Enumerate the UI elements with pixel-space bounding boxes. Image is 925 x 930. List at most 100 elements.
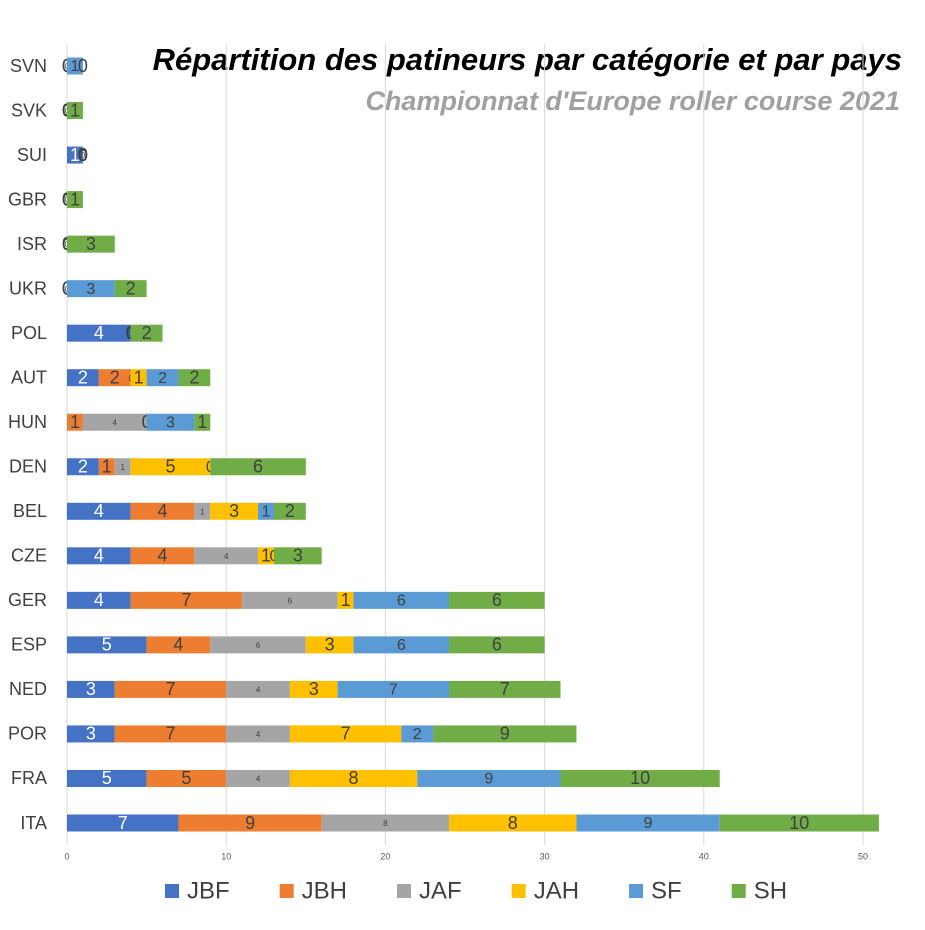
bar-segment <box>114 725 227 743</box>
data-label: 9 <box>484 771 493 788</box>
bar-segment <box>210 502 259 520</box>
bar-segment <box>242 591 338 609</box>
data-label: 7 <box>118 813 128 833</box>
data-label: 4 <box>158 546 168 566</box>
data-label: 3 <box>293 546 303 566</box>
category-label: CZE <box>11 546 47 566</box>
data-label: 1 <box>70 412 80 432</box>
data-label: 0 <box>78 56 88 76</box>
data-label: 8 <box>349 768 359 788</box>
bar-segment <box>337 591 354 609</box>
data-label: 7 <box>165 679 175 699</box>
data-label: 3 <box>166 414 175 431</box>
legend-label: JAF <box>419 877 462 904</box>
bar-segment <box>433 725 577 743</box>
bar-segment <box>67 591 131 609</box>
bar-segment <box>178 369 211 387</box>
chart-subtitle: Championnat d'Europe roller course 2021 <box>365 86 900 116</box>
data-label: 9 <box>245 813 255 833</box>
data-label: 1 <box>70 100 80 120</box>
data-label: 2 <box>126 278 136 298</box>
bar-segment <box>67 369 99 387</box>
bar-segment <box>576 814 720 832</box>
legend-label: SF <box>651 877 682 904</box>
x-tick-label: 0 <box>64 851 69 861</box>
data-label: 6 <box>397 637 406 654</box>
data-label: 2 <box>285 501 295 521</box>
bar-segment <box>114 280 147 298</box>
data-label: 3 <box>86 724 96 744</box>
bar-segment <box>258 547 274 565</box>
data-label: 7 <box>341 724 351 744</box>
legend-swatch <box>165 884 179 898</box>
bar-segment <box>67 280 115 298</box>
legend-swatch <box>731 884 746 898</box>
data-label: 8 <box>383 819 388 828</box>
category-label: AUT <box>11 367 47 387</box>
data-label: 2 <box>158 370 167 387</box>
bar-segment <box>178 814 322 832</box>
bar-segment <box>353 636 450 654</box>
x-tick-label: 30 <box>540 851 550 861</box>
data-label: 5 <box>102 768 112 788</box>
category-label: NED <box>9 679 47 699</box>
data-label: 3 <box>229 501 239 521</box>
bar-segment <box>130 547 195 565</box>
bar-segment <box>67 680 115 698</box>
bar-segment <box>258 502 274 520</box>
bar-segment <box>353 591 450 609</box>
bar-segment <box>130 458 211 476</box>
category-label: HUN <box>8 412 47 432</box>
legend-label: JBH <box>302 877 347 904</box>
bar-segment <box>449 680 561 698</box>
data-label: 4 <box>256 775 261 784</box>
data-label: 0 <box>78 147 87 164</box>
data-label: 3 <box>86 281 95 298</box>
data-label: 9 <box>500 724 510 744</box>
legend-swatch <box>279 884 294 898</box>
data-label: 6 <box>397 593 406 610</box>
bar-segment <box>210 636 306 654</box>
bar-segment <box>321 814 450 832</box>
bar-segment <box>273 547 322 565</box>
data-label: 7 <box>500 679 510 699</box>
bar-segment <box>67 413 83 431</box>
bar-segment <box>273 502 306 520</box>
bar-segment <box>194 547 259 565</box>
bar-segment <box>67 235 115 253</box>
bar-segment <box>449 636 545 654</box>
data-label: 4 <box>94 501 104 521</box>
data-label: 2 <box>110 367 120 387</box>
data-label: 1 <box>102 457 112 477</box>
category-label: POL <box>11 323 47 343</box>
bar-segment <box>130 324 163 342</box>
category-label: DEN <box>9 457 47 477</box>
bar-segment <box>67 57 83 75</box>
legend-swatch <box>397 884 412 898</box>
bar-segment <box>67 191 83 209</box>
data-label: 4 <box>173 635 183 655</box>
data-label: 7 <box>389 682 398 699</box>
data-label: 6 <box>492 590 502 610</box>
x-tick-label: 10 <box>221 851 231 861</box>
legend-swatch <box>511 884 526 898</box>
bar-segment <box>67 324 131 342</box>
data-label: 10 <box>789 813 809 833</box>
bar-segment <box>226 680 290 698</box>
data-label: 4 <box>94 546 104 566</box>
bar-segment <box>146 769 227 787</box>
data-label: 2 <box>413 726 422 743</box>
bar-segment <box>305 636 354 654</box>
bar-segment <box>67 146 83 164</box>
category-label: GER <box>8 590 47 610</box>
category-label: ISR <box>17 234 47 254</box>
data-label: 8 <box>508 813 518 833</box>
category-label: SVN <box>10 56 47 76</box>
data-label: 0 <box>81 151 86 160</box>
data-label: 7 <box>181 590 191 610</box>
data-label: 1 <box>341 590 351 610</box>
bar-segment <box>82 413 147 431</box>
x-tick-label: 50 <box>858 851 868 861</box>
data-label: 2 <box>78 457 88 477</box>
